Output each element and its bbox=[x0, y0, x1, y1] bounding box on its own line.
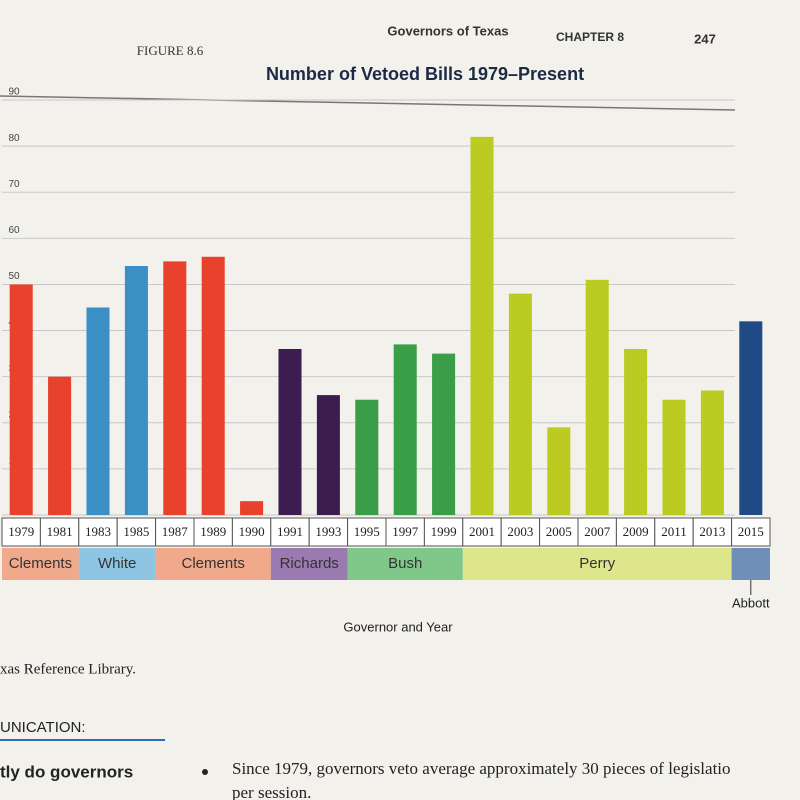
x-tick-label: 2011 bbox=[661, 524, 687, 539]
x-tick-label: 1995 bbox=[354, 524, 380, 539]
governor-band bbox=[347, 548, 463, 580]
bar bbox=[432, 353, 456, 515]
bar bbox=[240, 501, 264, 515]
governor-band bbox=[731, 548, 770, 580]
running-title: Governors of Texas bbox=[387, 23, 508, 38]
y-tick-label: 70 bbox=[8, 179, 20, 190]
year-cell bbox=[1, 517, 41, 547]
x-tick-label: 1981 bbox=[47, 524, 73, 539]
x-tick-label: 1979 bbox=[8, 524, 34, 539]
year-cell bbox=[462, 517, 502, 547]
bullet-text: Since 1979, governors veto average appro… bbox=[232, 759, 731, 778]
bar bbox=[700, 390, 724, 515]
legend-label: Clements bbox=[182, 555, 245, 572]
legend-label: Richards bbox=[280, 555, 339, 572]
year-cell bbox=[692, 517, 733, 547]
year-cell bbox=[78, 517, 118, 547]
y-tick-label: 80 bbox=[8, 133, 20, 144]
legend-label: Perry bbox=[579, 555, 615, 572]
x-tick-label: 1990 bbox=[239, 524, 265, 539]
year-cell bbox=[270, 517, 310, 547]
bar bbox=[86, 307, 110, 515]
year-cell bbox=[193, 517, 233, 547]
x-tick-label: 1993 bbox=[315, 524, 341, 539]
y-tick-label: 50 bbox=[8, 271, 20, 282]
year-cell bbox=[347, 517, 387, 547]
year-cell bbox=[39, 517, 80, 547]
bar bbox=[201, 256, 225, 515]
year-cell bbox=[308, 517, 349, 547]
bar bbox=[662, 399, 686, 515]
governor-band bbox=[78, 548, 156, 580]
legend-label: Abbott bbox=[732, 595, 770, 610]
bullet-text-cont: per session. bbox=[232, 783, 311, 800]
x-tick-label: 1989 bbox=[200, 524, 226, 539]
x-tick-label: 1987 bbox=[162, 524, 189, 539]
year-cell bbox=[231, 517, 272, 547]
bar bbox=[48, 376, 72, 515]
governor-band bbox=[155, 548, 271, 580]
x-tick-label: 1983 bbox=[85, 524, 111, 539]
legend-label: White bbox=[98, 555, 136, 572]
section-heading: UNICATION: bbox=[0, 719, 86, 736]
chart-title: Number of Vetoed Bills 1979–Present bbox=[266, 64, 584, 84]
bar bbox=[9, 284, 33, 515]
governor-band bbox=[2, 548, 79, 580]
x-tick-label: 2015 bbox=[738, 524, 764, 539]
x-tick-label: 2003 bbox=[507, 524, 533, 539]
x-tick-label: 1991 bbox=[277, 524, 303, 539]
x-tick-label: 2007 bbox=[584, 524, 611, 539]
legend-label: Bush bbox=[388, 555, 422, 572]
x-tick-label: 1997 bbox=[392, 524, 419, 539]
bar bbox=[163, 261, 187, 515]
bar bbox=[278, 349, 302, 515]
sidebar-question: tly do governors bbox=[0, 762, 133, 781]
year-cell bbox=[385, 517, 425, 547]
x-axis-label: Governor and Year bbox=[343, 619, 453, 634]
x-tick-label: 1985 bbox=[123, 524, 149, 539]
bar bbox=[393, 344, 417, 515]
title-rule bbox=[0, 95, 736, 111]
bar bbox=[470, 136, 494, 515]
bar bbox=[316, 395, 340, 515]
bar bbox=[739, 321, 763, 515]
year-cell bbox=[116, 517, 157, 547]
bar bbox=[585, 279, 609, 515]
y-tick-label: 60 bbox=[8, 225, 20, 236]
source: xas Reference Library. bbox=[0, 661, 136, 677]
x-tick-label: 1999 bbox=[431, 524, 457, 539]
year-cell bbox=[155, 517, 195, 547]
bullet-dot bbox=[202, 769, 208, 775]
bar bbox=[508, 293, 532, 515]
year-cell bbox=[654, 517, 694, 547]
x-tick-label: 2009 bbox=[623, 524, 649, 539]
legend-label: Clements bbox=[9, 555, 72, 572]
governor-band bbox=[462, 548, 732, 580]
x-tick-label: 2005 bbox=[546, 524, 572, 539]
page-number: 247 bbox=[694, 31, 716, 46]
y-tick-label: 90 bbox=[8, 87, 20, 98]
chapter: CHAPTER 8 bbox=[556, 30, 624, 44]
bar bbox=[624, 349, 648, 515]
governor-band bbox=[270, 548, 348, 580]
year-cell bbox=[423, 517, 464, 547]
bar bbox=[124, 266, 148, 515]
bar bbox=[355, 399, 379, 515]
bar bbox=[547, 427, 571, 515]
year-cell bbox=[731, 517, 771, 547]
figure-label: FIGURE 8.6 bbox=[137, 43, 204, 58]
x-tick-label: 2001 bbox=[469, 524, 495, 539]
x-tick-label: 2013 bbox=[699, 524, 725, 539]
